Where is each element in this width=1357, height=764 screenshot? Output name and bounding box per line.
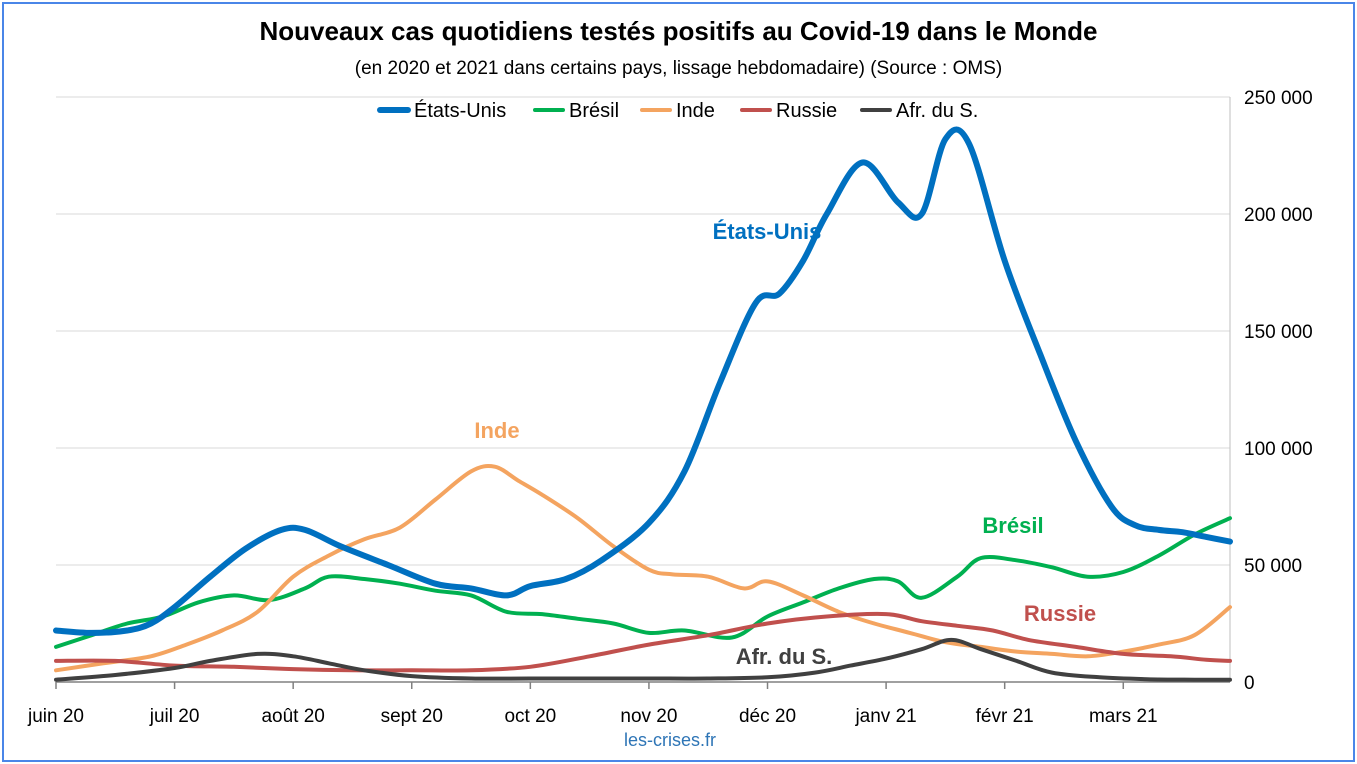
x-tick-label: oct 20	[504, 706, 556, 727]
annotation-inde: Inde	[474, 418, 519, 443]
x-tick-label: mars 21	[1089, 706, 1158, 727]
y-tick-label: 100 000	[1244, 439, 1313, 460]
annotation-russie: Russie	[1024, 601, 1096, 626]
y-tick-label: 250 000	[1244, 88, 1313, 109]
x-tick-label: août 20	[261, 706, 324, 727]
legend-label-russie: Russie	[776, 100, 837, 122]
x-tick-label: sept 20	[381, 706, 443, 727]
series-line-etats-unis	[53, 126, 1233, 636]
y-tick-label: 0	[1244, 673, 1255, 694]
annotation-etats-unis: États-Unis	[713, 219, 822, 244]
x-tick-label: déc 20	[739, 706, 796, 727]
series-line-bresil	[54, 516, 1232, 649]
chart-subtitle: (en 2020 et 2021 dans certains pays, lis…	[354, 58, 1003, 79]
annotation-afr-du-s: Afr. du S.	[736, 644, 833, 669]
series-line-inde	[54, 464, 1232, 673]
series-line-afr-du-s	[54, 637, 1232, 682]
annotation-bresil: Brésil	[982, 513, 1043, 538]
x-tick-label: nov 20	[620, 706, 677, 727]
legend-label-bresil: Brésil	[569, 100, 619, 122]
y-tick-label: 200 000	[1244, 205, 1313, 226]
series-line-russie	[54, 611, 1232, 673]
x-tick-label: juin 20	[27, 706, 84, 727]
y-tick-label: 150 000	[1244, 322, 1313, 343]
chart-title: Nouveaux cas quotidiens testés positifs …	[259, 16, 1098, 46]
x-tick-label: juil 20	[149, 706, 200, 727]
legend-label-afr-du-s: Afr. du S.	[896, 100, 978, 122]
x-tick-label: janv 21	[854, 706, 916, 727]
x-tick-label: févr 21	[976, 706, 1034, 727]
legend-label-inde: Inde	[676, 100, 715, 122]
legend-label-etats-unis: États-Unis	[414, 99, 506, 122]
source-credit: les-crises.fr	[623, 730, 716, 750]
y-tick-label: 50 000	[1244, 556, 1302, 577]
